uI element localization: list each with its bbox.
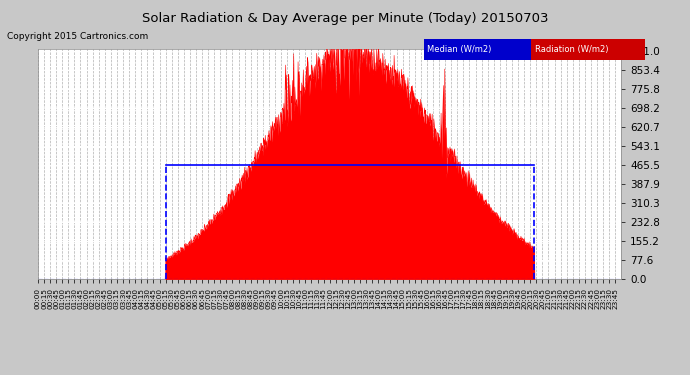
Text: Solar Radiation & Day Average per Minute (Today) 20150703: Solar Radiation & Day Average per Minute… — [141, 12, 549, 25]
Text: Median (W/m2): Median (W/m2) — [427, 45, 491, 54]
Text: Radiation (W/m2): Radiation (W/m2) — [535, 45, 609, 54]
Text: Copyright 2015 Cartronics.com: Copyright 2015 Cartronics.com — [7, 32, 148, 41]
